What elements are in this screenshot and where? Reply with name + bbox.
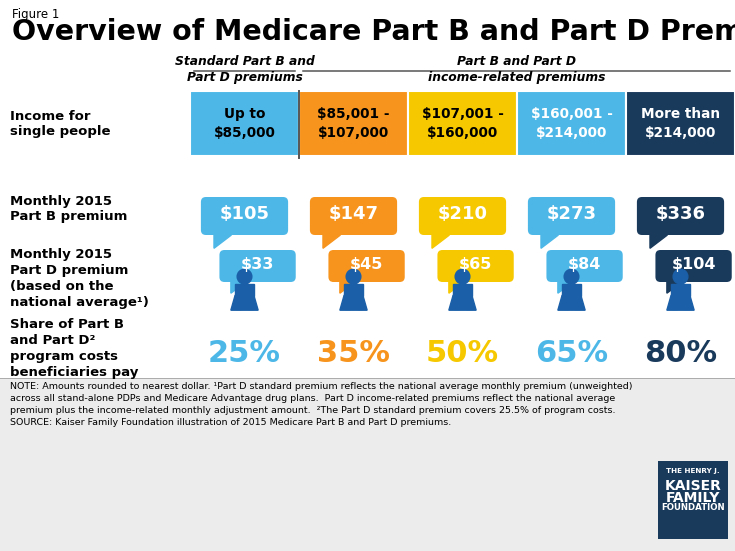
FancyBboxPatch shape	[546, 250, 623, 282]
Bar	[626, 91, 735, 156]
Text: $84: $84	[568, 257, 601, 272]
FancyBboxPatch shape	[437, 250, 514, 282]
Text: Figure 1: Figure 1	[12, 8, 60, 21]
Bar	[684, 295, 689, 309]
Text: 80%: 80%	[644, 338, 717, 368]
Text: Standard Part B and
Part D premiums: Standard Part B and Part D premiums	[175, 55, 315, 84]
FancyBboxPatch shape	[528, 197, 615, 235]
Polygon shape	[650, 235, 667, 249]
Text: 35%: 35%	[317, 338, 390, 368]
Bar	[248, 295, 253, 309]
Bar	[517, 91, 626, 156]
Bar	[299, 91, 408, 156]
Polygon shape	[214, 235, 232, 249]
Text: $210: $210	[437, 206, 487, 224]
FancyBboxPatch shape	[637, 197, 724, 235]
Text: KAISER: KAISER	[664, 479, 722, 493]
Polygon shape	[323, 235, 340, 249]
Bar	[466, 295, 471, 309]
Text: NOTE: Amounts rounded to nearest dollar. ¹Part D standard premium reflects the n: NOTE: Amounts rounded to nearest dollar.…	[10, 382, 633, 428]
Text: 50%: 50%	[426, 338, 499, 368]
Circle shape	[455, 269, 470, 284]
Text: 25%: 25%	[208, 338, 281, 368]
Polygon shape	[340, 295, 368, 310]
Text: Monthly 2015
Part B premium: Monthly 2015 Part B premium	[10, 195, 127, 223]
Text: $336: $336	[656, 206, 706, 224]
Bar	[658, 461, 728, 539]
FancyBboxPatch shape	[310, 197, 397, 235]
Bar	[563, 295, 568, 309]
FancyBboxPatch shape	[220, 250, 295, 282]
Text: Up to
$85,000: Up to $85,000	[214, 107, 276, 140]
Polygon shape	[558, 282, 573, 293]
Text: $65: $65	[459, 257, 492, 272]
Text: $107,001 -
$160,000: $107,001 - $160,000	[422, 107, 503, 140]
Text: $85,001 -
$107,000: $85,001 - $107,000	[318, 107, 390, 140]
Text: More than
$214,000: More than $214,000	[641, 107, 720, 140]
Bar	[408, 91, 517, 156]
Text: $147: $147	[329, 206, 379, 224]
Circle shape	[673, 269, 688, 284]
Bar	[236, 295, 241, 309]
Polygon shape	[432, 235, 449, 249]
Polygon shape	[449, 282, 464, 293]
FancyBboxPatch shape	[201, 197, 288, 235]
Bar	[0, 378, 735, 551]
Bar	[460, 277, 465, 286]
FancyBboxPatch shape	[419, 197, 506, 235]
Polygon shape	[231, 295, 258, 310]
Bar	[671, 284, 690, 295]
Text: $104: $104	[671, 257, 716, 272]
Circle shape	[237, 269, 252, 284]
FancyBboxPatch shape	[329, 250, 405, 282]
Text: $273: $273	[547, 206, 597, 224]
Bar	[575, 295, 580, 309]
Bar	[344, 284, 363, 295]
Text: FOUNDATION: FOUNDATION	[662, 503, 725, 512]
Text: THE HENRY J.: THE HENRY J.	[666, 468, 720, 474]
Bar	[345, 295, 351, 309]
Polygon shape	[340, 282, 355, 293]
Bar	[453, 284, 472, 295]
Bar	[235, 284, 254, 295]
Text: $45: $45	[350, 257, 383, 272]
Bar	[570, 277, 573, 286]
Bar	[562, 284, 581, 295]
Polygon shape	[449, 295, 476, 310]
Polygon shape	[231, 282, 246, 293]
Polygon shape	[667, 282, 682, 293]
Circle shape	[346, 269, 361, 284]
Bar	[356, 295, 362, 309]
Bar	[190, 91, 299, 156]
Text: FAMILY: FAMILY	[666, 491, 720, 505]
Text: Overview of Medicare Part B and Part D Premiums in 2015: Overview of Medicare Part B and Part D P…	[12, 18, 735, 46]
Text: 65%: 65%	[535, 338, 608, 368]
Bar	[243, 277, 247, 286]
Circle shape	[564, 269, 579, 284]
Text: Income for
single people: Income for single people	[10, 110, 110, 138]
FancyBboxPatch shape	[656, 250, 732, 282]
Polygon shape	[541, 235, 559, 249]
Polygon shape	[558, 295, 585, 310]
Text: $33: $33	[241, 257, 274, 272]
Text: Part B and Part D
income-related premiums: Part B and Part D income-related premium…	[429, 55, 606, 84]
Text: Share of Part B
and Part D²
program costs
beneficiaries pay: Share of Part B and Part D² program cost…	[10, 318, 138, 379]
Bar	[351, 277, 356, 286]
Polygon shape	[667, 295, 694, 310]
Text: $105: $105	[220, 206, 270, 224]
Text: $160,001 -
$214,000: $160,001 - $214,000	[531, 107, 612, 140]
Bar	[678, 277, 683, 286]
Bar	[454, 295, 459, 309]
Text: Monthly 2015
Part D premium
(based on the
national average¹): Monthly 2015 Part D premium (based on th…	[10, 248, 149, 309]
Bar	[672, 295, 678, 309]
